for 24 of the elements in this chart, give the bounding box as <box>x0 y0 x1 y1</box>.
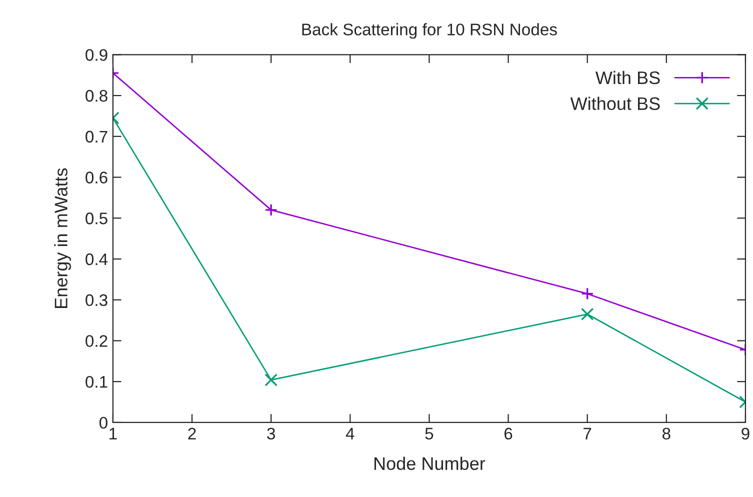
y-axis-title: Energy in mWatts <box>54 168 72 308</box>
y-tick-label: 0.1 <box>86 376 108 388</box>
x-tick-label: 5 <box>425 428 434 440</box>
chart-title: Back Scattering for 10 RSN Nodes <box>302 23 557 39</box>
x-tick-label: 7 <box>584 428 592 440</box>
y-tick-label: 0.2 <box>86 335 108 347</box>
x-tick-label: 1 <box>110 428 117 440</box>
x-tick-label: 8 <box>662 428 670 440</box>
y-tick-label: 0.6 <box>86 172 108 184</box>
legend-label: With BS <box>595 70 660 84</box>
x-tick-label: 3 <box>267 428 275 440</box>
legend-label: Without BS <box>570 96 660 110</box>
y-tick-label: 0.5 <box>86 212 108 224</box>
x-axis-title: Node Number <box>374 456 486 470</box>
y-tick-label: 0 <box>99 416 108 429</box>
y-tick-label: 0.9 <box>86 49 108 61</box>
y-tick-label: 0.3 <box>86 294 108 306</box>
y-tick-label: 0.8 <box>86 90 108 102</box>
y-tick-label: 0.4 <box>86 253 108 266</box>
x-tick-label: 4 <box>346 428 354 440</box>
x-tick-label: 2 <box>188 428 196 440</box>
y-tick-label: 0.7 <box>86 130 108 143</box>
x-tick-label: 9 <box>742 428 750 440</box>
x-tick-label: 6 <box>504 428 512 440</box>
